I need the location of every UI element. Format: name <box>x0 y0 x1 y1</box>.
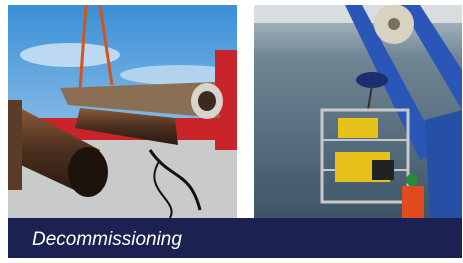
caption: Decommissioning <box>32 229 182 250</box>
page: Decommissioning <box>0 0 463 258</box>
photo-pipes <box>8 5 240 218</box>
photo-rov <box>254 4 462 218</box>
